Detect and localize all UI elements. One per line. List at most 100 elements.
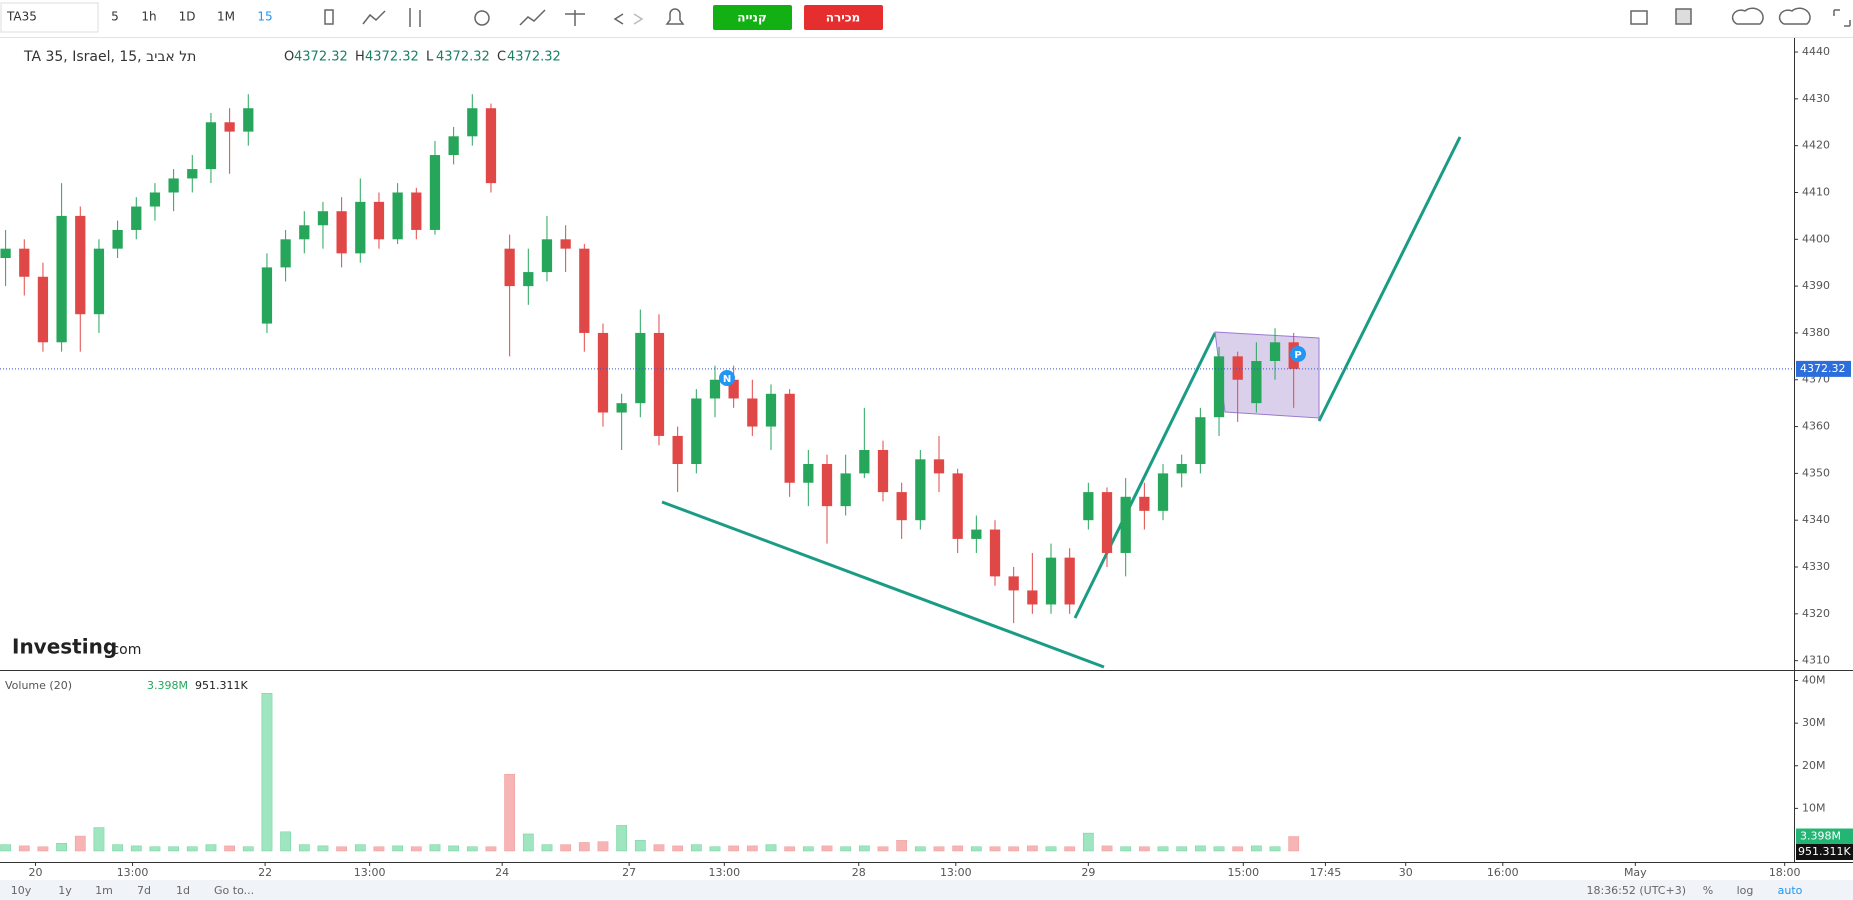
event-marker[interactable] [1290, 346, 1306, 362]
candle-body [93, 248, 105, 315]
indicators-icon[interactable] [519, 9, 546, 26]
range[interactable]: 1y [58, 884, 72, 897]
interval[interactable]: 5 [111, 10, 119, 24]
trend-line[interactable] [1073, 332, 1217, 619]
cloud-down-icon[interactable] [1731, 7, 1764, 25]
volume-bar [653, 844, 665, 852]
candle-body [112, 229, 123, 249]
toolbar [0, 0, 1853, 37]
buy-button[interactable] [713, 5, 792, 30]
volume-bar [709, 846, 721, 852]
candle-body [1213, 356, 1225, 418]
candle-body [653, 332, 665, 436]
alert-icon[interactable] [665, 8, 685, 25]
volume-bar [504, 774, 516, 852]
interval[interactable]: 1M [217, 10, 235, 24]
interval[interactable]: 1h [141, 10, 156, 24]
volume-bar [336, 846, 348, 852]
color-icon[interactable] [1675, 8, 1692, 25]
line-icon[interactable] [362, 10, 386, 25]
volume-bar [56, 843, 67, 852]
candle-body [672, 435, 683, 465]
y-tick-label: 4390 [1802, 279, 1830, 292]
candle-body [37, 276, 49, 343]
camera-icon[interactable] [1630, 10, 1648, 25]
candle-body [933, 459, 945, 474]
x-tick-label: 15:00 [1227, 866, 1259, 879]
candle-body [448, 136, 459, 156]
interval[interactable]: 1D [179, 10, 196, 24]
candle-body [504, 248, 515, 287]
volume-bar [802, 846, 814, 852]
cloud-up-icon[interactable] [1778, 7, 1811, 25]
volume-tag [1796, 828, 1853, 845]
candle-body [205, 122, 217, 170]
flag-rectangle[interactable] [1214, 331, 1320, 419]
redo-icon[interactable] [633, 13, 644, 25]
log-toggle[interactable]: log [1737, 884, 1754, 897]
candle-body [523, 272, 534, 287]
sell-label: מכירה [826, 11, 860, 25]
volume-bar [914, 846, 926, 852]
volume-bar [168, 846, 179, 852]
volume-bar [261, 693, 273, 852]
percent-toggle[interactable]: % [1703, 884, 1713, 897]
volume-bar [784, 846, 796, 852]
candle-body [579, 248, 590, 333]
candle-body [952, 473, 963, 539]
bar-icon[interactable] [409, 8, 421, 27]
volume-bar [186, 846, 198, 852]
volume-tick-label: 10M [1802, 801, 1826, 814]
compare-icon[interactable] [565, 10, 585, 26]
interval-active[interactable]: 15 [257, 10, 272, 24]
volume-bar [746, 845, 758, 852]
candle-body [131, 206, 142, 230]
y-tick-label: 4430 [1802, 92, 1830, 105]
volume-bar [1120, 846, 1132, 852]
event-marker[interactable] [719, 370, 735, 386]
sell-button[interactable] [804, 5, 883, 30]
candle-body [1008, 576, 1019, 591]
volume-bar [149, 846, 161, 852]
auto-toggle[interactable]: auto [1778, 884, 1803, 897]
range[interactable]: 1d [176, 884, 190, 897]
range[interactable]: 1m [95, 884, 113, 897]
trend-line[interactable] [1317, 136, 1462, 422]
volume-ma-tag [1796, 844, 1853, 860]
undo-icon[interactable] [613, 13, 624, 25]
y-tick-label: 4360 [1802, 420, 1830, 433]
volume-bar [1045, 846, 1057, 852]
volume-bar [597, 841, 609, 852]
candle-body [1157, 473, 1169, 511]
candle-body [1176, 464, 1187, 474]
range[interactable]: 10y [11, 884, 32, 897]
trend-line[interactable] [661, 500, 1105, 669]
volume-bar [578, 842, 590, 852]
volume-bar [466, 846, 478, 852]
candle-body [541, 239, 553, 273]
volume-bar [1232, 846, 1244, 852]
goto[interactable]: Go to... [214, 884, 254, 897]
volume-bar [821, 845, 833, 852]
volume-bar [429, 844, 441, 852]
x-tick-label: 13:00 [117, 866, 149, 879]
candle-body [709, 379, 721, 399]
candle-body [1195, 417, 1206, 465]
candle-body [467, 108, 478, 137]
y-tick-label: 4320 [1802, 607, 1830, 620]
volume-bar [1008, 846, 1020, 852]
range[interactable]: 7d [137, 884, 151, 897]
volume-bar [560, 844, 572, 852]
volume-tick-label: 30M [1802, 716, 1826, 729]
settings-icon[interactable] [474, 10, 490, 26]
candles-icon[interactable] [324, 9, 334, 25]
fullscreen-icon[interactable] [1833, 9, 1851, 27]
candle-body [429, 155, 441, 230]
volume-bar [1026, 845, 1038, 852]
y-tick-label: 4350 [1802, 466, 1830, 479]
symbol-input[interactable] [0, 2, 99, 33]
candle-body [635, 332, 646, 404]
volume-bar [541, 844, 553, 852]
